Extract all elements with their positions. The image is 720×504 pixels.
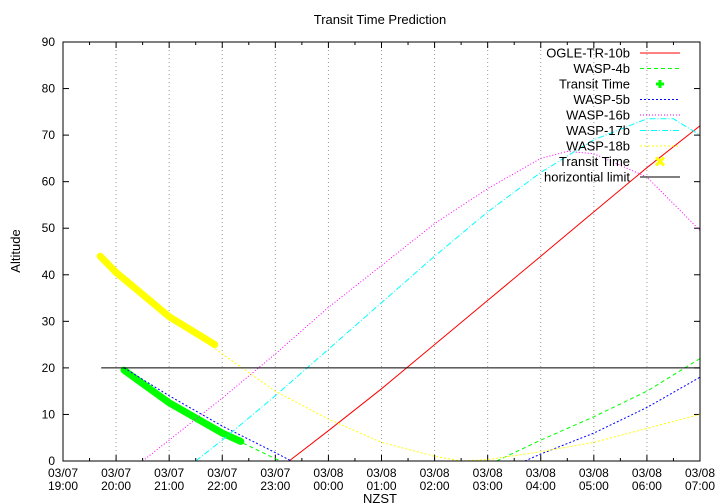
y-tick-label: 20 <box>42 361 56 375</box>
chart-title: Transit Time Prediction <box>314 12 446 27</box>
y-axis-label: Altitude <box>8 229 23 272</box>
y-tick-label: 0 <box>48 454 55 468</box>
y-tick-label: 10 <box>42 407 56 421</box>
series-line-wasp-16b <box>142 150 701 462</box>
x-tick-label: 03/08 07:00 <box>685 466 715 493</box>
x-tick-label: 03/08 05:00 <box>579 466 609 493</box>
legend-label: WASP-16b <box>566 108 630 123</box>
series-line-transit-time <box>96 252 219 349</box>
legend-label: WASP-18b <box>566 139 630 154</box>
x-tick-label: 03/08 02:00 <box>420 466 450 493</box>
y-tick-label: 70 <box>42 128 56 142</box>
series-line-wasp-4b <box>496 358 701 462</box>
legend-label: WASP-5b <box>573 92 630 107</box>
y-tick-label: 80 <box>42 82 56 96</box>
x-tick-label: 03/07 21:00 <box>154 466 184 493</box>
legend-label: Transit Time <box>559 77 630 92</box>
legend-marker-plus-icon <box>656 80 664 88</box>
plot-border <box>62 41 701 462</box>
series-line-wasp-5b <box>123 367 292 462</box>
y-tick-label: 40 <box>42 268 56 282</box>
x-tick-label: 03/07 20:00 <box>101 466 131 493</box>
x-tick-label: 03/08 01:00 <box>366 466 396 493</box>
series-line-ogle-tr-10b <box>288 125 701 462</box>
y-tick-label: 60 <box>42 175 56 189</box>
legend-label: horizontial limit <box>544 170 630 185</box>
x-tick-label: 03/07 22:00 <box>207 466 237 493</box>
legend-label: WASP-17b <box>566 123 630 138</box>
y-tick-label: 50 <box>42 221 56 235</box>
x-tick-label: 03/07 19:00 <box>48 466 78 493</box>
x-axis-label: NZST <box>363 491 397 504</box>
legend-label: OGLE-TR-10b <box>546 46 630 61</box>
x-tick-label: 03/07 23:00 <box>260 466 290 493</box>
x-tick-label: 03/08 06:00 <box>632 466 662 493</box>
x-tick-label: 03/08 00:00 <box>313 466 343 493</box>
x-tick-label: 03/08 03:00 <box>473 466 503 493</box>
y-tick-label: 30 <box>42 314 56 328</box>
legend-label: WASP-4b <box>573 61 630 76</box>
x-tick-label: 03/08 04:00 <box>526 466 556 493</box>
series-line-transit-time <box>120 366 245 445</box>
series-line-wasp-5b <box>524 376 701 462</box>
legend-marker-cross-icon <box>654 156 666 167</box>
y-tick-label: 90 <box>42 35 56 49</box>
legend-label: Transit Time <box>559 154 630 169</box>
series-line-wasp-17b <box>195 118 701 462</box>
